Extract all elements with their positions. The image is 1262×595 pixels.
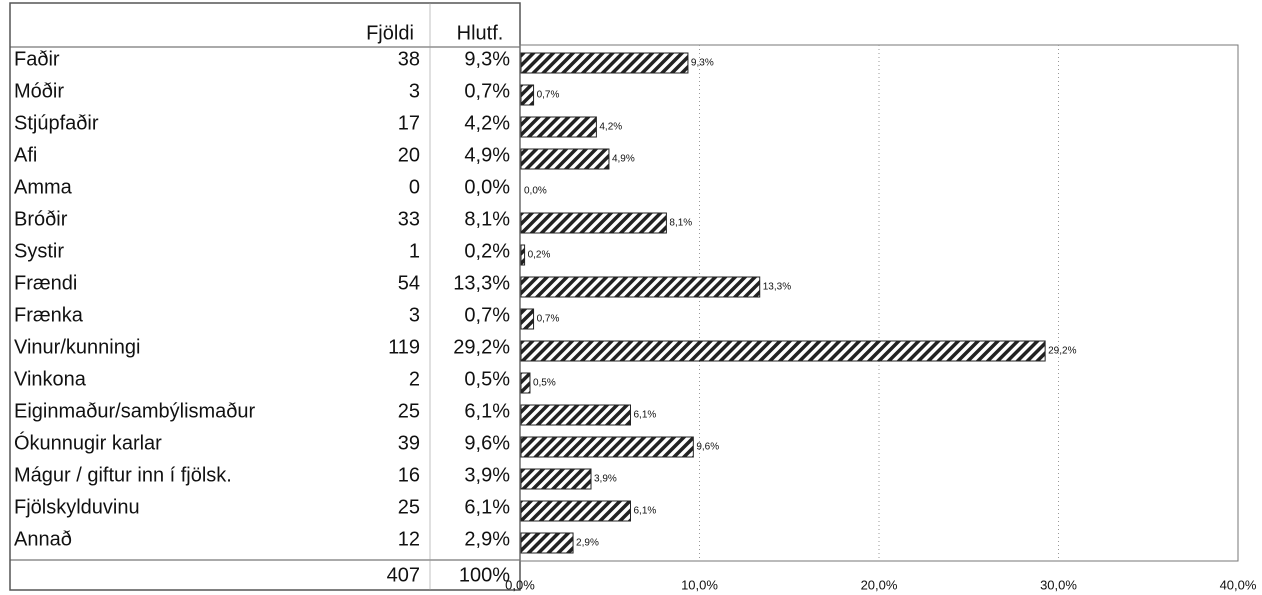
row-label: Vinur/kunningi	[14, 336, 140, 358]
row-count: 119	[388, 336, 420, 358]
total-pct: 100%	[459, 564, 510, 586]
column-header: Fjöldi	[366, 22, 414, 44]
value-label: 4,2%	[599, 122, 622, 133]
row-label: Amma	[14, 176, 73, 198]
bar	[520, 116, 597, 138]
value-label: 6,1%	[633, 506, 656, 517]
row-label: Fjölskylduvinu	[14, 496, 140, 518]
row-count: 33	[398, 208, 420, 230]
row-pct: 0,7%	[464, 80, 510, 102]
row-label: Frænka	[14, 304, 84, 326]
row-count: 25	[398, 400, 420, 422]
bar	[520, 212, 667, 234]
row-pct: 0,5%	[464, 368, 510, 390]
bar	[520, 532, 574, 554]
value-label: 0,5%	[533, 378, 556, 389]
row-pct: 0,7%	[464, 304, 510, 326]
row-label: Systir	[14, 240, 64, 262]
x-tick-label: 30,0%	[1040, 577, 1077, 592]
x-tick-label: 20,0%	[861, 577, 898, 592]
value-label: 4,9%	[612, 154, 635, 165]
value-label: 2,9%	[576, 538, 599, 549]
row-label: Bróðir	[14, 208, 68, 230]
value-label: 0,7%	[537, 314, 560, 325]
x-tick-label: 0,0%	[505, 577, 535, 592]
row-count: 1	[409, 240, 420, 262]
value-label: 6,1%	[633, 410, 656, 421]
bar	[520, 372, 531, 394]
row-label: Móðir	[14, 80, 64, 102]
row-label: Ókunnugir karlar	[14, 431, 162, 454]
bar	[520, 500, 631, 522]
row-count: 2	[409, 368, 420, 390]
value-label: 3,9%	[594, 474, 617, 485]
value-label: 0,0%	[524, 186, 547, 197]
bar	[520, 340, 1046, 362]
row-count: 3	[409, 80, 420, 102]
row-pct: 0,0%	[464, 176, 510, 198]
value-label: 8,1%	[669, 218, 692, 229]
bar	[520, 244, 526, 266]
row-count: 3	[409, 304, 420, 326]
bar	[520, 308, 535, 330]
bar	[520, 84, 535, 106]
row-label: Faðir	[14, 48, 60, 70]
row-count: 39	[398, 432, 420, 454]
row-label: Eiginmaður/sambýlismaður	[14, 400, 256, 422]
row-label: Stjúpfaðir	[14, 112, 99, 134]
total-count: 407	[387, 564, 420, 586]
row-count: 54	[398, 272, 420, 294]
row-pct: 8,1%	[464, 208, 510, 230]
row-pct: 2,9%	[464, 528, 510, 550]
row-label: Afi	[14, 144, 37, 166]
plot-border	[519, 44, 1239, 562]
bar	[520, 276, 761, 298]
row-pct: 9,3%	[464, 48, 510, 70]
bar	[520, 52, 689, 74]
bar	[520, 148, 610, 170]
value-label: 13,3%	[763, 282, 791, 293]
value-label: 0,2%	[528, 250, 551, 261]
row-label: Vinkona	[14, 368, 87, 390]
row-count: 16	[398, 464, 420, 486]
x-tick-label: 40,0%	[1220, 577, 1257, 592]
row-pct: 6,1%	[464, 400, 510, 422]
row-pct: 6,1%	[464, 496, 510, 518]
row-pct: 4,9%	[464, 144, 510, 166]
row-count: 0	[409, 176, 420, 198]
row-pct: 9,6%	[464, 432, 510, 454]
row-count: 20	[398, 144, 420, 166]
row-pct: 29,2%	[453, 336, 510, 358]
row-pct: 13,3%	[453, 272, 510, 294]
bar	[520, 436, 694, 458]
value-label: 9,6%	[696, 442, 719, 453]
bar	[520, 404, 631, 426]
value-label: 9,3%	[691, 58, 714, 69]
row-label: Mágur / giftur inn í fjölsk.	[14, 464, 232, 486]
row-count: 25	[398, 496, 420, 518]
value-label: 0,7%	[537, 90, 560, 101]
column-header: Hlutf.	[457, 22, 504, 44]
row-pct: 0,2%	[464, 240, 510, 262]
row-pct: 3,9%	[464, 464, 510, 486]
x-tick-label: 10,0%	[681, 577, 718, 592]
row-count: 17	[398, 112, 420, 134]
row-pct: 4,2%	[464, 112, 510, 134]
value-label: 29,2%	[1048, 346, 1076, 357]
row-label: Annað	[14, 528, 72, 550]
row-count: 38	[398, 48, 420, 70]
row-label: Frændi	[14, 272, 77, 294]
row-count: 12	[398, 528, 420, 550]
bar	[520, 468, 592, 490]
